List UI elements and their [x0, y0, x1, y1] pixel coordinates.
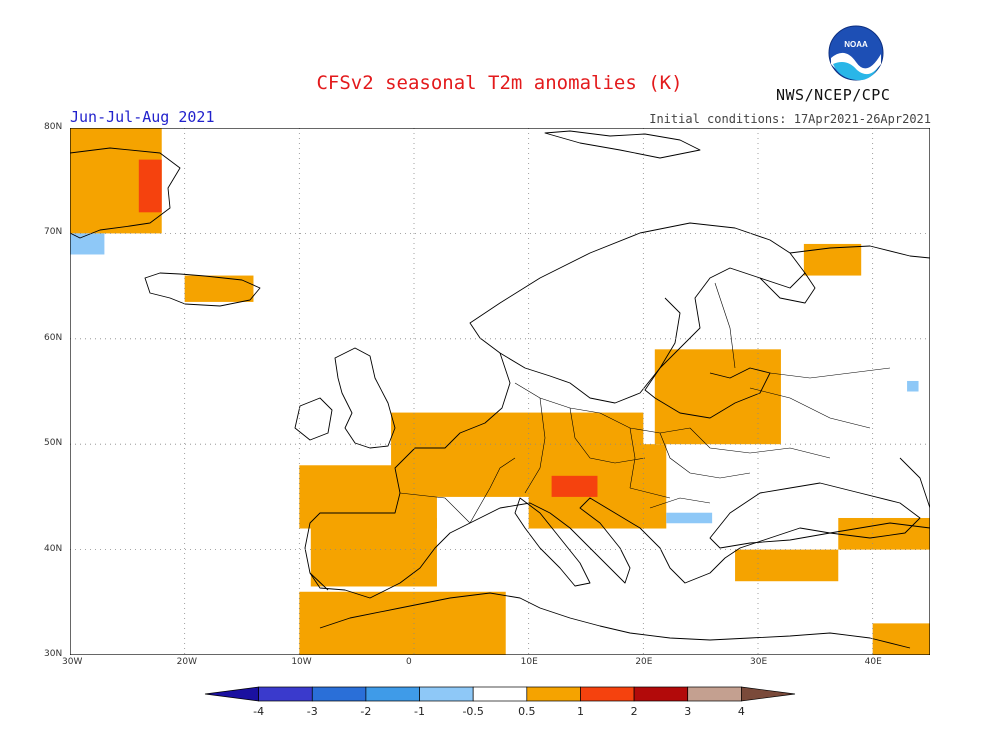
noaa-logo: NOAA — [828, 25, 884, 81]
map-title: CFSv2 seasonal T2m anomalies (K) — [0, 72, 1003, 94]
coastline-greenland — [70, 147, 181, 239]
anomaly-cell-11 — [872, 623, 930, 655]
agency-label: NWS/NCEP/CPC — [776, 86, 891, 104]
lon-tick-label: 30E — [750, 657, 768, 667]
anomaly-cell-8 — [310, 517, 437, 587]
lat-tick-label: 40N — [44, 543, 63, 554]
anomaly-cell-13 — [838, 517, 930, 550]
legend-tick-label: -2 — [360, 705, 371, 718]
coastline-layer — [70, 130, 930, 649]
coastline-med-north — [469, 497, 930, 584]
anomaly-map[interactable] — [69, 127, 931, 656]
anomaly-cell-9 — [299, 591, 506, 655]
color-legend: -4 -3 -2 -1 -0.5 0.5 1 2 3 4 — [204, 686, 796, 718]
anomaly-cell-16 — [907, 380, 919, 392]
legend-tick-label: -1 — [414, 705, 425, 718]
lon-tick-label: 10W — [291, 657, 312, 667]
forecast-period: Jun-Jul-Aug 2021 — [70, 108, 215, 126]
border-lines — [399, 282, 891, 524]
legend-tick-label: 0.5 — [518, 705, 536, 718]
legend-tick-label: -3 — [307, 705, 318, 718]
legend-swatch-1 — [258, 686, 313, 702]
coastline-italy — [514, 497, 591, 587]
legend-swatch-8 — [633, 686, 689, 702]
lon-tick-label: 30W — [62, 657, 83, 667]
map-panel[interactable]: 30N 40N 50N 60N 70N 80N 30W 20W 10W 0 10E 20E 30E 40… — [44, 122, 931, 667]
legend-tick-label: -0.5 — [462, 705, 483, 718]
coastline-scandinavia — [469, 222, 806, 404]
border-layer — [399, 282, 891, 524]
legend-swatch-0 — [204, 686, 259, 702]
map-title-text: CFSv2 seasonal T2m anomalies (K) — [316, 72, 683, 94]
lon-tick-label: 10E — [520, 657, 538, 667]
anomaly-cell-15 — [70, 233, 105, 255]
lon-tick-label: 0 — [406, 657, 412, 667]
lat-tick-label: 30N — [44, 649, 63, 659]
legend-swatch-9 — [687, 686, 742, 702]
legend-swatch-7 — [580, 686, 635, 702]
coastline-white-sea — [759, 272, 816, 304]
anomaly-cell-7 — [654, 349, 781, 445]
legend-swatch-6 — [526, 686, 581, 702]
coastline-svalbard — [544, 130, 701, 159]
anomaly-cell-10 — [735, 549, 839, 582]
legend-tick-label: 4 — [738, 705, 745, 718]
coastline-black-sea — [709, 482, 921, 549]
lon-tick-label: 40E — [864, 657, 882, 667]
anomaly-cell-1 — [138, 159, 162, 213]
logo-text: NOAA — [844, 40, 868, 49]
legend-tick-label: 3 — [684, 705, 691, 718]
lat-tick-label: 70N — [44, 227, 63, 238]
anomaly-cell-6 — [551, 475, 598, 497]
initial-conditions: Initial conditions: 17Apr2021-26Apr2021 — [649, 112, 931, 126]
legend-tick-label: 2 — [631, 705, 638, 718]
legend-swatch-4 — [419, 686, 474, 702]
coastline-north-africa — [319, 592, 911, 649]
lat-tick-label: 80N — [44, 122, 63, 132]
legend-swatch-2 — [311, 686, 367, 702]
anomaly-cell-12 — [803, 243, 862, 276]
coastline-iberia — [309, 572, 329, 591]
lat-tick-label: 50N — [44, 438, 63, 449]
lon-tick-label: 20E — [635, 657, 653, 667]
coastline-great-britain — [334, 347, 396, 449]
lon-tick-label: 20W — [176, 657, 198, 667]
anomaly-cell-2 — [184, 275, 254, 302]
legend-swatch-5 — [472, 686, 528, 702]
coastline-europe-west — [304, 352, 511, 599]
legend-swatch-10 — [741, 686, 796, 702]
lat-tick-label: 60N — [44, 332, 63, 343]
anomaly-cell-14 — [666, 512, 713, 524]
legend-tick-label: 1 — [577, 705, 584, 718]
coastline-caspian — [899, 457, 930, 509]
coastline-ireland — [294, 397, 333, 441]
legend-swatch-3 — [365, 686, 420, 702]
anomaly-layer — [70, 128, 930, 655]
coastline-russia-north — [789, 245, 930, 259]
coastline-iceland — [144, 272, 261, 307]
legend-tick-label: -4 — [253, 705, 264, 718]
coastline-baltic — [644, 297, 771, 419]
